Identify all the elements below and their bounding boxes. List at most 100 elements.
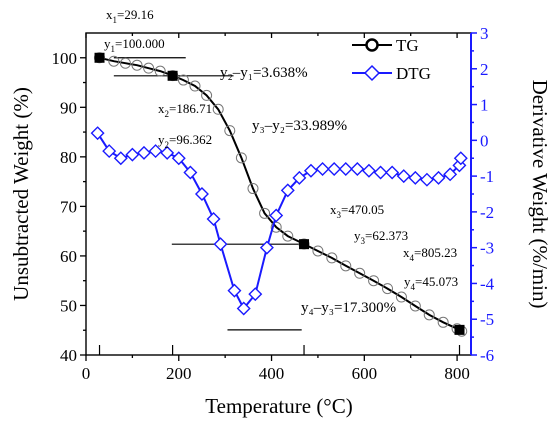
dtg-point xyxy=(148,144,163,159)
tg-point xyxy=(224,125,236,137)
tg-point xyxy=(247,183,259,195)
x-tick-label: 200 xyxy=(166,364,192,383)
annotation-y1: y1=100.000 xyxy=(104,36,165,54)
dtg-point xyxy=(419,172,434,187)
annotations: x1=29.16 y1=100.000 y₂–y₁=3.638% x2=186.… xyxy=(104,7,458,316)
dtg-point xyxy=(125,147,140,162)
tg-point xyxy=(235,152,247,164)
tangent-point-marker xyxy=(94,52,105,63)
dtg-point xyxy=(227,283,242,298)
y-left-tick-label: 90 xyxy=(60,98,77,117)
y-left-tick-label: 70 xyxy=(60,197,77,216)
y-left-tick-label: 50 xyxy=(60,296,77,315)
y-right-tick-label: -2 xyxy=(480,203,494,222)
tg-point xyxy=(201,89,213,101)
axis-ticks: 0 200 400 600 800 40 50 60 70 80 90 100 -6 -5 -4 -3 -2 -1… xyxy=(52,24,495,383)
dtg-point xyxy=(327,161,342,176)
tg-point xyxy=(437,316,449,328)
tg-point xyxy=(395,291,407,303)
dtg-point xyxy=(452,158,467,173)
dtg-point xyxy=(102,144,117,159)
dtg-point xyxy=(90,126,105,141)
legend-tg-marker xyxy=(365,38,379,52)
legend: TG DTG xyxy=(352,36,431,83)
legend-dtg-marker xyxy=(363,64,381,82)
annotation-d32: y₃–y₂=33.989% xyxy=(252,118,347,134)
legend-tg-label: TG xyxy=(396,36,419,55)
dtg-point xyxy=(443,167,458,182)
y-left-tick-label: 40 xyxy=(60,346,77,365)
dtg-point xyxy=(396,169,411,184)
y-right-tick-label: 3 xyxy=(480,24,489,43)
dtg-point xyxy=(338,161,353,176)
annotation-x4: x4=805.23 xyxy=(403,245,457,263)
tg-point xyxy=(143,62,155,74)
x-tick-label: 600 xyxy=(352,364,378,383)
y-left-tick-label: 100 xyxy=(52,49,78,68)
annotation-x2: x2=186.71 xyxy=(158,101,212,119)
dtg-point xyxy=(431,170,446,185)
tg-point xyxy=(326,252,338,264)
y-right-tick-label: -5 xyxy=(480,310,494,329)
dtg-point xyxy=(385,165,400,180)
annotation-y4: y4=45.073 xyxy=(404,274,458,292)
dtg-point xyxy=(361,163,376,178)
tg-point xyxy=(423,309,435,321)
y-right-tick-label: -4 xyxy=(480,274,495,293)
y-left-tick-label: 60 xyxy=(60,247,77,266)
tg-point xyxy=(154,65,166,77)
dtg-point xyxy=(408,170,423,185)
tg-point xyxy=(409,300,421,312)
tangent-point-marker xyxy=(167,70,178,81)
y-axis-right-title: Derivative Weight (%/min) xyxy=(528,80,550,309)
dtg-point xyxy=(248,287,263,302)
dtg-point xyxy=(315,161,330,176)
annotation-x3: x3=470.05 xyxy=(330,202,384,220)
dtg-point xyxy=(183,165,198,180)
tg-point xyxy=(368,275,380,287)
annotation-x1: x1=29.16 xyxy=(106,7,154,25)
tg-point xyxy=(108,55,120,67)
annotation-d43: y₄–y₃=17.300% xyxy=(301,300,396,316)
annotation-y3: y3=62.373 xyxy=(354,228,408,246)
tg-point xyxy=(259,207,271,219)
tg-line xyxy=(99,56,463,333)
y-right-tick-label: 0 xyxy=(480,131,489,150)
dtg-point xyxy=(280,183,295,198)
dtg-point xyxy=(194,187,209,201)
tg-point xyxy=(382,283,394,295)
dtg-point xyxy=(373,165,388,180)
y-right-tick-label: -3 xyxy=(480,239,494,258)
y-axis-left-title: Unsubtracted Weight (%) xyxy=(9,87,33,301)
tg-point xyxy=(312,245,324,257)
series-tg xyxy=(93,52,468,337)
annotation-d21: y₂–y₁=3.638% xyxy=(220,65,308,81)
tg-point xyxy=(212,103,224,115)
dtg-point xyxy=(236,301,251,316)
y-right-tick-label: 2 xyxy=(480,60,489,79)
x-tick-label: 800 xyxy=(444,364,470,383)
dtg-point xyxy=(136,145,151,160)
dtg-point xyxy=(206,212,221,227)
annotation-y2: y2=96.362 xyxy=(158,132,212,150)
x-tick-label: 0 xyxy=(82,364,91,383)
dtg-point xyxy=(259,240,274,255)
tg-point xyxy=(354,267,366,279)
x-axis-title: Temperature (°C) xyxy=(205,394,352,418)
tg-point xyxy=(177,74,189,86)
dtg-point xyxy=(453,151,468,166)
tangent-points xyxy=(94,52,465,335)
tangent-point-marker xyxy=(454,324,465,335)
tg-point xyxy=(131,59,143,71)
tg-point xyxy=(119,57,131,69)
x-tick-label: 400 xyxy=(259,364,285,383)
dtg-point xyxy=(213,237,228,252)
y-right-tick-label: -1 xyxy=(480,167,494,186)
dtg-point xyxy=(303,163,318,178)
y-right-tick-label: -6 xyxy=(480,346,494,365)
tg-point xyxy=(282,230,294,242)
tg-point xyxy=(189,80,201,92)
dtg-point xyxy=(171,151,186,166)
dtg-point xyxy=(160,145,175,160)
tangent-point-marker xyxy=(299,239,310,250)
